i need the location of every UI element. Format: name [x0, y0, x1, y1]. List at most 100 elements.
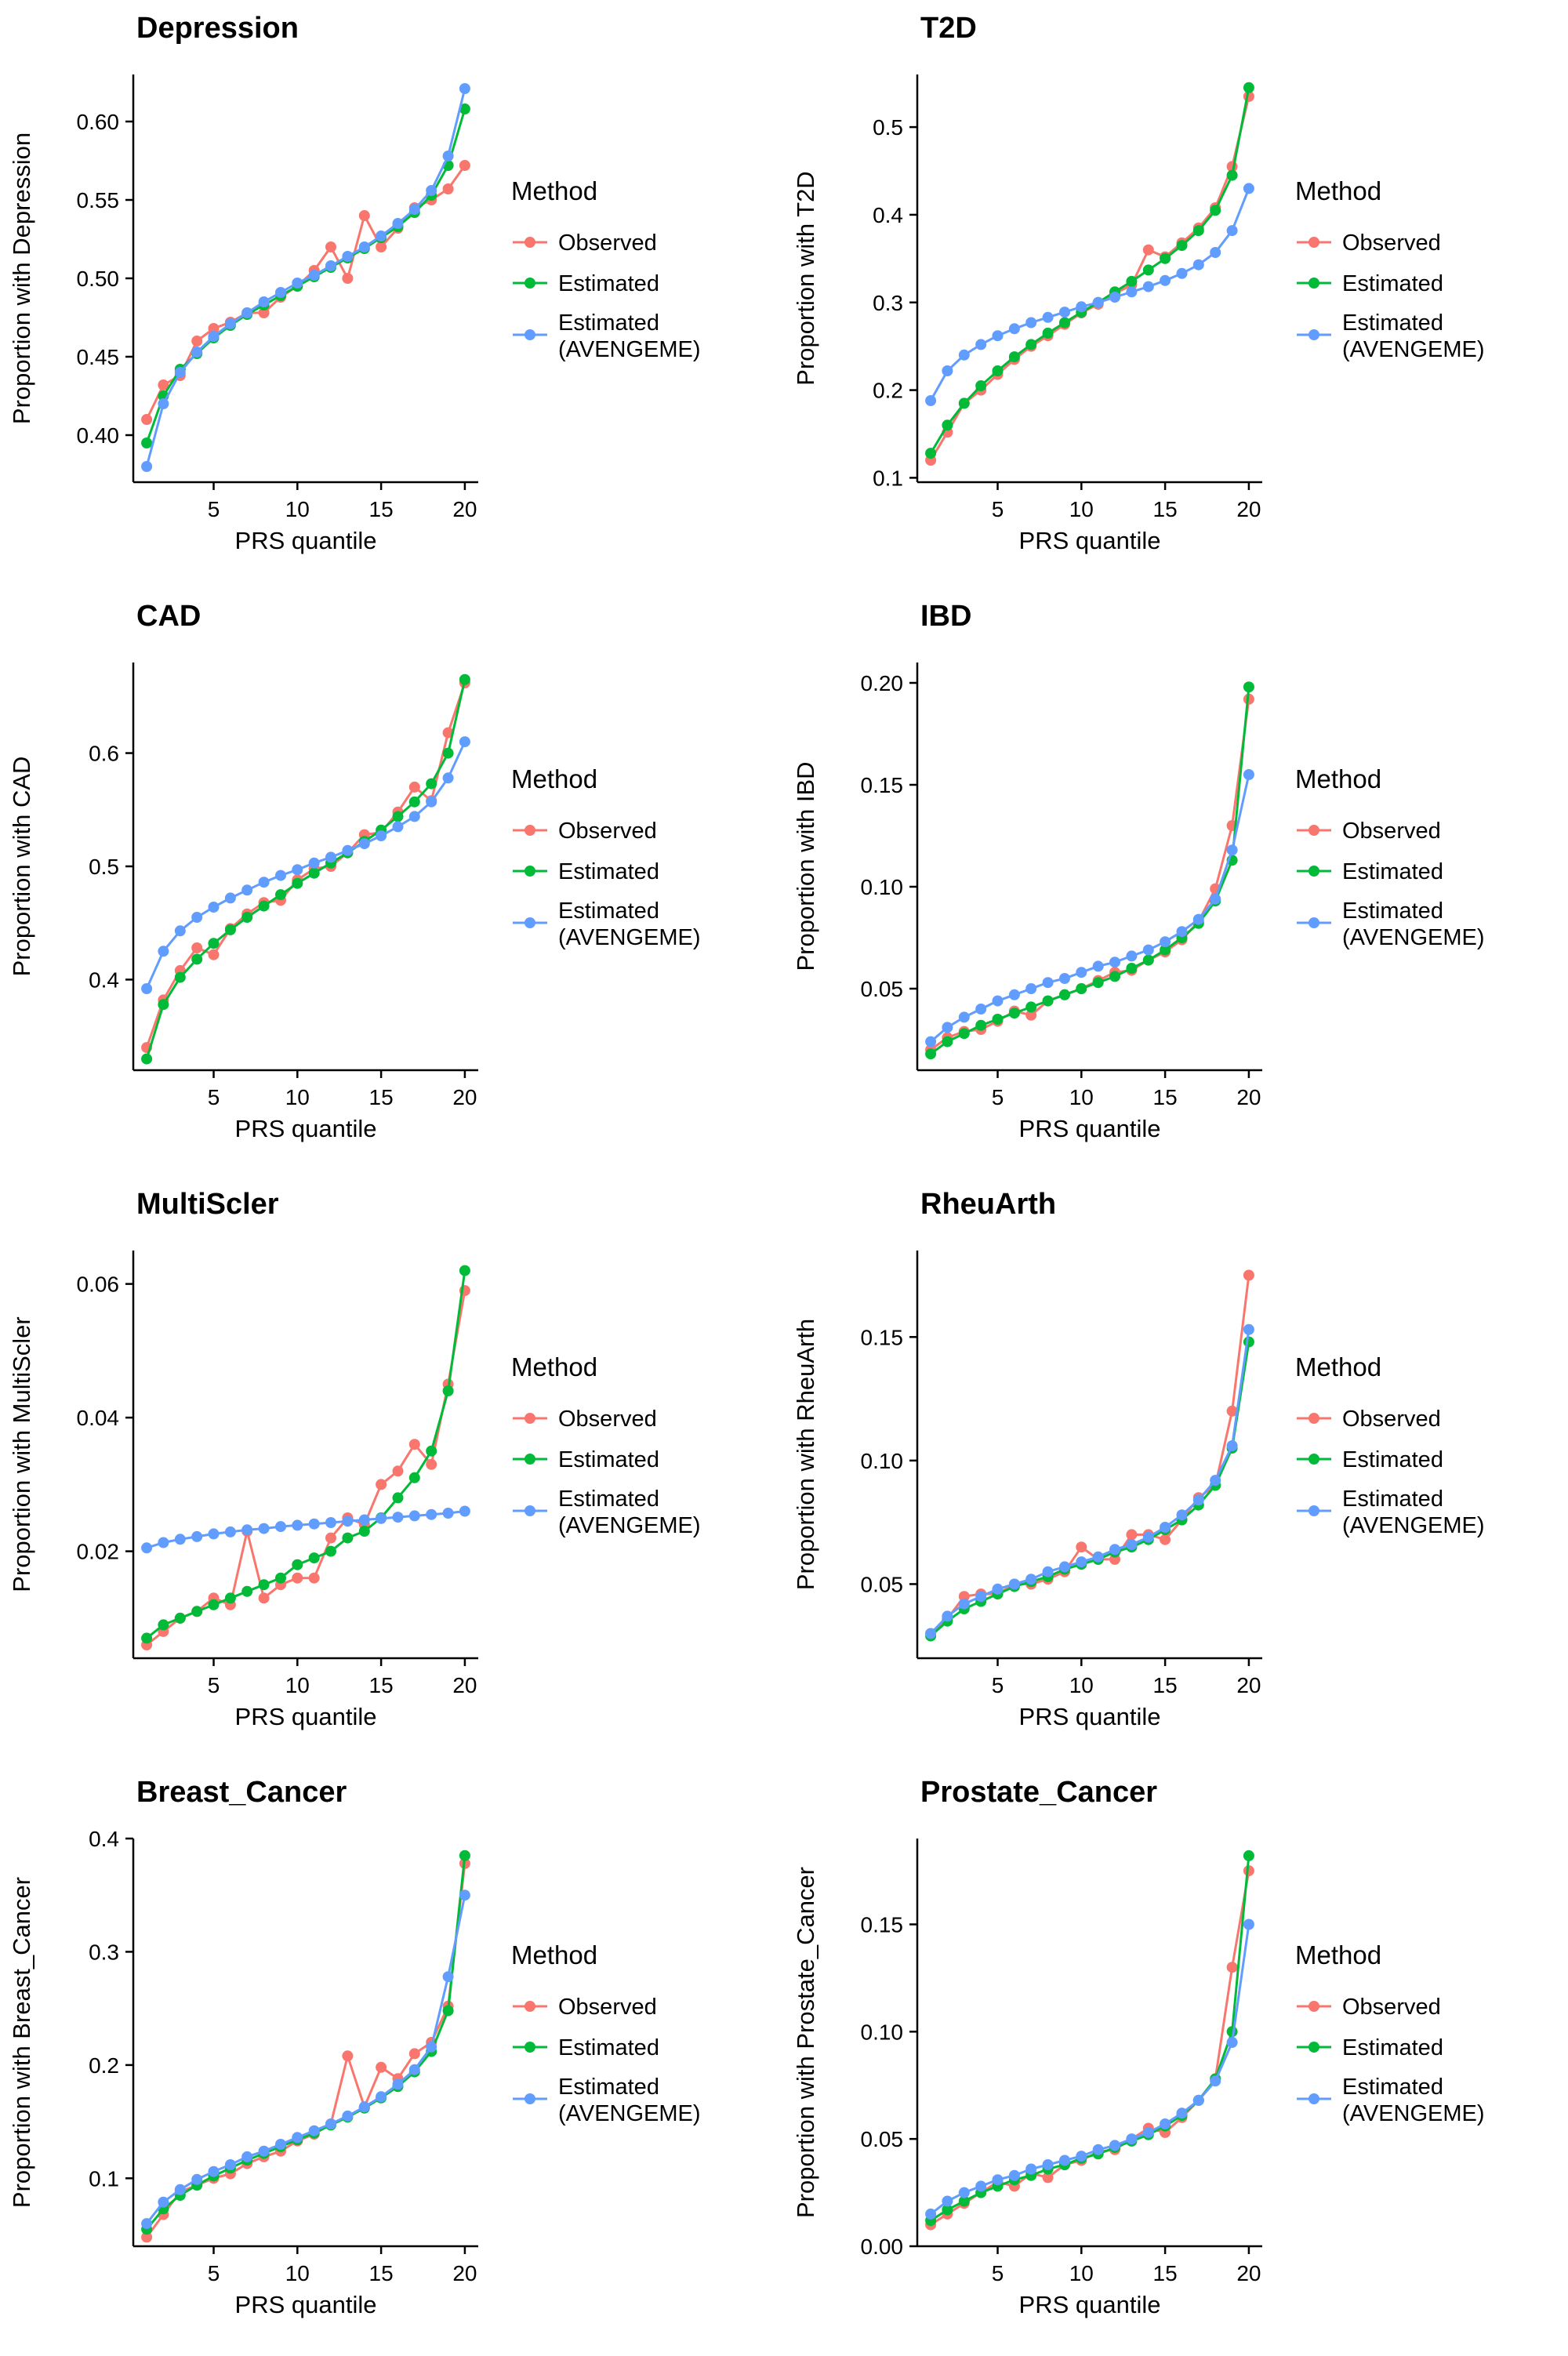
- y-tick-label: 0.05: [861, 2127, 904, 2151]
- data-point-estimated: [1126, 275, 1138, 287]
- legend-label-observed: Observed: [558, 819, 657, 844]
- y-tick-label: 0.05: [861, 977, 904, 1001]
- data-point-estimated: [459, 1850, 470, 1861]
- chart-title: Prostate_Cancer: [920, 1776, 1157, 1809]
- y-axis-label: Proportion with MultiScler: [8, 1316, 35, 1592]
- legend-key-point-estimated: [1308, 2042, 1319, 2053]
- data-point-avengeme: [191, 1530, 203, 1542]
- data-point-avengeme: [1042, 2159, 1054, 2170]
- legend-key-point-avengeme: [524, 917, 535, 928]
- legend-label-avengeme: Estimated: [558, 310, 659, 336]
- data-point-avengeme: [1008, 323, 1020, 335]
- data-point-avengeme: [174, 367, 186, 378]
- data-point-estimated: [275, 889, 286, 901]
- data-point-estimated: [1059, 317, 1070, 329]
- data-point-avengeme: [975, 2180, 987, 2192]
- x-axis-label: PRS quantile: [235, 1703, 377, 1730]
- data-point-estimated: [442, 2005, 454, 2017]
- data-point-avengeme: [325, 2118, 336, 2129]
- legend-key-point-estimated: [1308, 1454, 1319, 1465]
- data-point-observed: [1226, 1962, 1238, 1973]
- chart-title: RheuArth: [920, 1188, 1056, 1221]
- series-line-avengeme: [930, 774, 1250, 1043]
- legend-label-observed: Observed: [1342, 231, 1441, 256]
- data-point-estimated: [1025, 1001, 1037, 1013]
- data-point-avengeme: [308, 1518, 320, 1530]
- data-point-avengeme: [325, 260, 336, 271]
- legend-key-point-observed: [1308, 825, 1319, 836]
- legend-key-point-observed: [524, 1413, 535, 1424]
- panel-rheuarth: RheuArth Proportion with RheuArth PRS quan…: [784, 1176, 1568, 1764]
- legend-key-point-estimated: [524, 278, 535, 289]
- chart-t2d: T2D Proportion with T2D PRS quantile 0.1 0.2…: [792, 12, 1485, 554]
- data-point-observed: [158, 379, 169, 390]
- data-point-avengeme: [992, 330, 1004, 342]
- x-tick-label: 20: [1236, 1673, 1261, 1697]
- data-point-observed: [376, 241, 387, 252]
- data-point-avengeme: [1142, 1531, 1154, 1543]
- y-tick-label: 0.10: [861, 875, 904, 899]
- data-point-observed: [191, 942, 203, 953]
- data-point-estimated: [459, 1265, 470, 1276]
- data-point-avengeme: [426, 2041, 437, 2053]
- data-point-observed: [1126, 1529, 1138, 1541]
- data-point-estimated: [141, 1053, 153, 1065]
- legend-title: Method: [1295, 1352, 1381, 1381]
- data-point-observed: [376, 2061, 387, 2073]
- y-tick-label: 0.10: [861, 2020, 904, 2044]
- legend-key-point-observed: [1308, 237, 1319, 248]
- data-point-estimated: [925, 1048, 937, 1060]
- x-tick-label: 5: [992, 1085, 1004, 1109]
- x-tick-label: 20: [452, 1673, 477, 1697]
- y-axis-label: Proportion with Depression: [8, 133, 35, 424]
- data-point-observed: [1042, 2172, 1054, 2184]
- data-point-avengeme: [292, 278, 303, 289]
- y-tick-label: 0.3: [873, 291, 903, 315]
- data-point-estimated: [158, 999, 169, 1011]
- x-tick-label: 5: [992, 1673, 1004, 1697]
- data-point-estimated: [308, 867, 320, 879]
- data-point-avengeme: [308, 2125, 320, 2136]
- panel-cad: CAD Proportion with CAD PRS quantile 0.4 0.5…: [0, 588, 784, 1176]
- data-point-avengeme: [1192, 2094, 1204, 2106]
- data-point-avengeme: [258, 877, 270, 888]
- data-point-avengeme: [1142, 2126, 1154, 2138]
- data-point-avengeme: [1042, 977, 1054, 989]
- legend-label-estimated: Estimated: [1342, 271, 1443, 296]
- y-axis-label: Proportion with IBD: [792, 761, 819, 971]
- y-tick-label: 0.15: [861, 1912, 904, 1937]
- data-point-observed: [1160, 1534, 1171, 1545]
- chart-title: IBD: [920, 600, 971, 633]
- data-point-avengeme: [459, 1505, 470, 1517]
- data-point-estimated: [258, 900, 270, 912]
- data-point-avengeme: [975, 339, 987, 350]
- data-point-avengeme: [392, 218, 404, 229]
- legend-label-avengeme-line2: (AVENGEME): [1342, 1513, 1485, 1538]
- series-line-estimated: [930, 1855, 1250, 2222]
- chart-prostate-cancer: Prostate_Cancer Proportion with Prostate_…: [792, 1776, 1485, 2318]
- chart-title: T2D: [920, 12, 977, 45]
- data-point-avengeme: [1008, 1578, 1020, 1590]
- y-tick-label: 0.2: [89, 2053, 119, 2078]
- legend-key-point-observed: [524, 825, 535, 836]
- legend-label-estimated: Estimated: [1342, 859, 1443, 884]
- data-point-observed: [1025, 1009, 1037, 1021]
- data-point-avengeme: [342, 2110, 354, 2122]
- data-point-avengeme: [1210, 2075, 1221, 2087]
- y-tick-label: 0.15: [861, 1325, 904, 1349]
- data-point-avengeme: [1176, 267, 1188, 279]
- y-axis-label: Proportion with Prostate_Cancer: [792, 1867, 819, 2218]
- data-point-avengeme: [1042, 311, 1054, 323]
- legend-label-avengeme: Estimated: [1342, 898, 1443, 924]
- data-point-avengeme: [1126, 286, 1138, 298]
- data-point-observed: [141, 2231, 153, 2243]
- data-point-avengeme: [158, 2196, 169, 2208]
- data-point-observed: [342, 273, 354, 284]
- data-point-avengeme: [258, 2145, 270, 2157]
- data-point-estimated: [442, 747, 454, 759]
- data-point-avengeme: [376, 2091, 387, 2103]
- data-point-avengeme: [408, 811, 420, 822]
- data-point-avengeme: [992, 1583, 1004, 1595]
- data-point-estimated: [308, 1552, 320, 1564]
- data-point-avengeme: [1160, 2118, 1171, 2129]
